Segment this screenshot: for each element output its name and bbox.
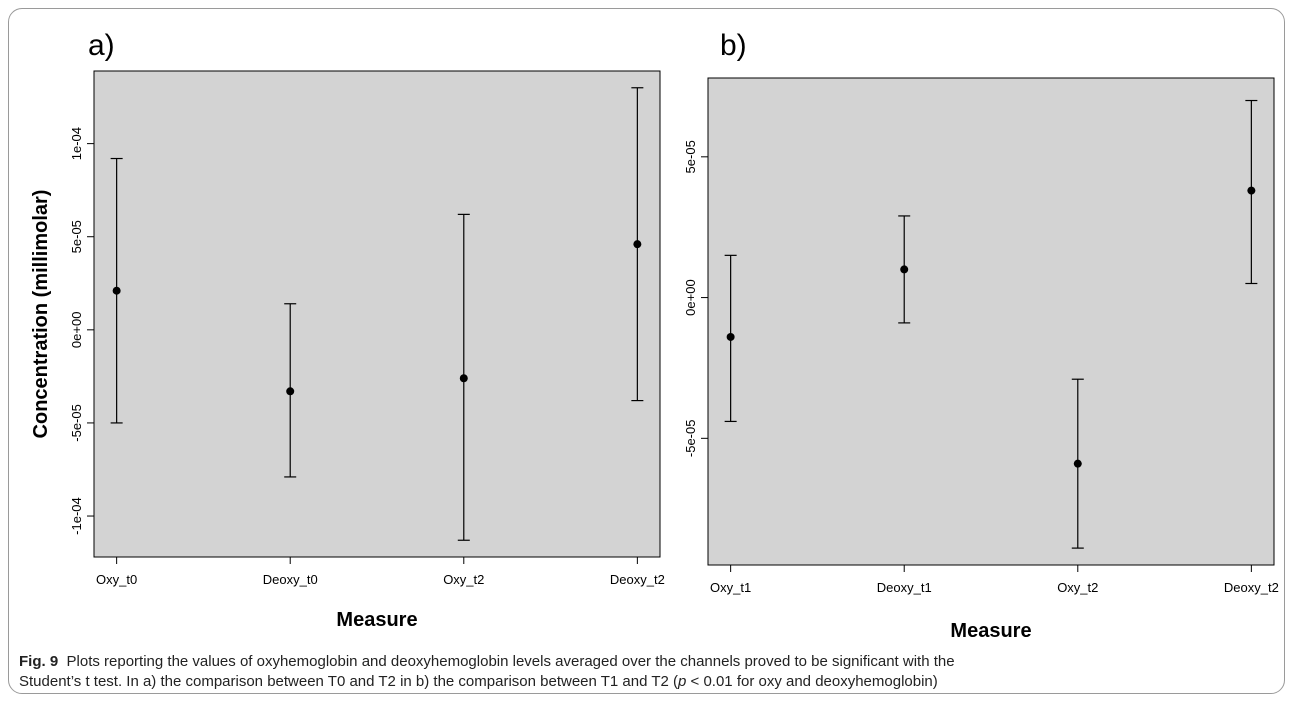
panel-b-x-tick-label: Oxy_t1	[710, 580, 751, 595]
panel-a-y-tick-label: 0e+00	[69, 312, 84, 349]
panel-b-y-tick-label: -5e-05	[683, 420, 698, 458]
panel-a-y-tick-label: 1e-04	[69, 127, 84, 160]
caption-line-2: Student’s t test. In a) the comparison b…	[19, 672, 1279, 692]
panel-a-mean-point	[459, 374, 468, 383]
panel-b-label: b)	[720, 29, 747, 62]
figure-caption: Fig. 9 Plots reporting the values of oxy…	[19, 652, 1279, 692]
panel-a-plot-area	[93, 70, 661, 558]
caption-p-value-symbol: p	[678, 673, 687, 690]
panel-a-mean-point	[633, 240, 642, 249]
panel-a-x-tick-label: Deoxy_t0	[263, 572, 318, 587]
panel-b-mean-point	[1073, 459, 1082, 468]
figure-frame	[8, 8, 1285, 694]
panel-a-x-tick-label: Oxy_t0	[96, 572, 137, 587]
panel-a-x-axis-title: Measure	[336, 609, 417, 631]
panel-b-y-tick-label: 0e+00	[683, 279, 698, 316]
caption-text-1: Plots reporting the values of oxyhemoglo…	[66, 653, 955, 670]
panel-b-x-axis-title: Measure	[950, 620, 1031, 642]
panel-a-mean-point	[286, 387, 295, 396]
caption-text-2a: Student’s t test. In a) the comparison b…	[19, 673, 679, 690]
panel-a-x-tick-label: Deoxy_t2	[610, 572, 665, 587]
panel-b-mean-point	[1247, 186, 1256, 195]
panel-a-y-axis-title: Concentration (millimolar)	[30, 190, 52, 439]
panel-b-x-tick-label: Oxy_t2	[1057, 580, 1098, 595]
panel-a-y-tick-label: -5e-05	[69, 404, 84, 442]
panel-a-x-tick-label: Oxy_t2	[443, 572, 484, 587]
panel-b-x-tick-label: Deoxy_t2	[1224, 580, 1279, 595]
panel-b-plot-area	[707, 77, 1275, 566]
panel-a-mean-point	[112, 286, 121, 295]
caption-text-2b: < 0.01 for oxy and deoxyhemoglobin)	[686, 673, 938, 690]
panel-a-label: a)	[88, 29, 115, 62]
panel-b-mean-point	[726, 332, 735, 341]
panel-a-y-tick-label: -1e-04	[69, 497, 84, 535]
panel-b-x-tick-label: Deoxy_t1	[877, 580, 932, 595]
panel-b-y-tick-label: 5e-05	[683, 140, 698, 173]
caption-figure-label: Fig. 9	[19, 653, 59, 670]
caption-line-1: Fig. 9 Plots reporting the values of oxy…	[19, 652, 1279, 672]
panel-b-mean-point	[900, 265, 909, 274]
panel-a-y-tick-label: 5e-05	[69, 220, 84, 253]
